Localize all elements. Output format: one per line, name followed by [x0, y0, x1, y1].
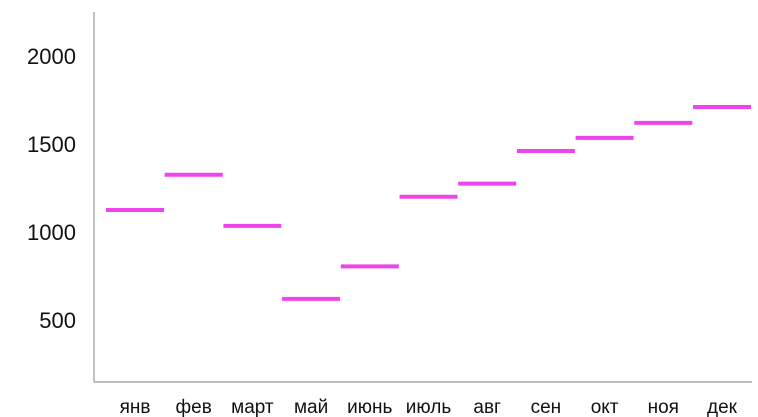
x-tick-label: авг	[473, 397, 501, 417]
x-tick-label: ноя	[648, 397, 679, 417]
x-tick-label: май	[294, 397, 328, 417]
x-tick-label: июнь	[347, 397, 392, 417]
x-tick-labels: янв фев март май июнь июль авг сен окт ноя дек	[120, 397, 738, 417]
y-tick-label: 1000	[27, 220, 76, 245]
y-tick-label: 2000	[27, 44, 76, 69]
series-marks	[106, 105, 751, 301]
x-tick-label: март	[231, 397, 274, 417]
y-tick-label: 500	[39, 308, 76, 333]
axes	[93, 12, 752, 383]
y-tick-label: 1500	[27, 132, 76, 157]
x-tick-label: дек	[707, 397, 738, 417]
x-tick-label: сен	[531, 397, 562, 417]
x-tick-label: июль	[406, 397, 452, 417]
x-tick-label: янв	[120, 397, 151, 417]
x-tick-label: фев	[176, 397, 212, 417]
x-tick-label: окт	[591, 397, 619, 417]
y-tick-labels: 500 1000 1500 2000	[27, 44, 76, 333]
